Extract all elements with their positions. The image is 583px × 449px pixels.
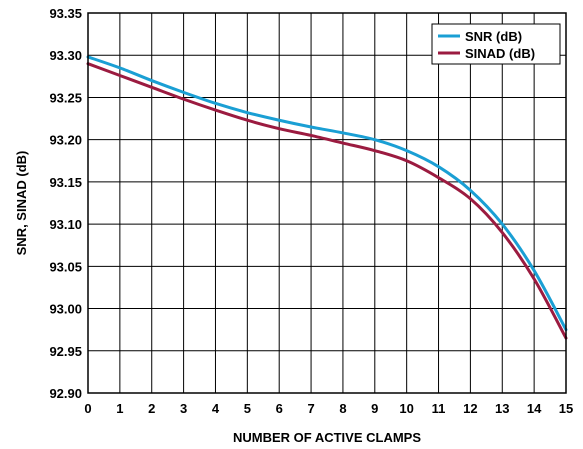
plot-frame (87, 12, 567, 394)
series-lines (86, 55, 568, 340)
x-tick-label: 2 (148, 401, 155, 416)
x-tick-label: 9 (371, 401, 378, 416)
x-tick-label: 14 (527, 401, 542, 416)
legend-box (431, 23, 561, 65)
y-tick-label: 93.20 (49, 133, 82, 148)
y-tick-label: 93.35 (49, 6, 82, 21)
x-tick-label: 13 (495, 401, 509, 416)
y-tick-label: 93.10 (49, 217, 82, 232)
x-axis-title: NUMBER OF ACTIVE CLAMPS (233, 430, 421, 445)
y-tick-label: 93.25 (49, 90, 82, 105)
y-tick-label: 92.90 (49, 386, 82, 401)
x-tick-labels: 0 1 2 3 4 5 6 7 8 9 10 11 12 13 14 15 (84, 401, 573, 416)
series-line-sinad (86, 62, 568, 340)
y-axis-title: SNR, SINAD (dB) (14, 151, 29, 256)
x-tick-label: 6 (276, 401, 283, 416)
x-tick-label: 3 (180, 401, 187, 416)
legend-label-snr: SNR (dB) (465, 29, 522, 44)
y-tick-labels: 93.35 93.30 93.25 93.20 93.15 93.10 93.05 93.00… (49, 6, 82, 401)
y-tick-label: 93.00 (49, 302, 82, 317)
x-tick-label: 1 (116, 401, 123, 416)
x-tick-label: 8 (339, 401, 346, 416)
legend: SNR (dB) SINAD (dB) (431, 23, 561, 65)
y-tick-label: 93.30 (49, 48, 82, 63)
x-tick-label: 5 (244, 401, 251, 416)
x-tick-label: 0 (84, 401, 91, 416)
y-tick-label: 93.05 (49, 259, 82, 274)
x-tick-label: 11 (432, 401, 446, 416)
x-tick-label: 15 (559, 401, 573, 416)
y-tick-label: 92.95 (49, 344, 82, 359)
grid (88, 13, 566, 393)
x-tick-label: 4 (212, 401, 220, 416)
x-tick-label: 7 (307, 401, 314, 416)
legend-label-sinad: SINAD (dB) (465, 46, 535, 61)
x-tick-label: 10 (399, 401, 413, 416)
y-tick-label: 93.15 (49, 175, 82, 190)
x-tick-label: 12 (463, 401, 477, 416)
series-line-snr (86, 55, 568, 332)
